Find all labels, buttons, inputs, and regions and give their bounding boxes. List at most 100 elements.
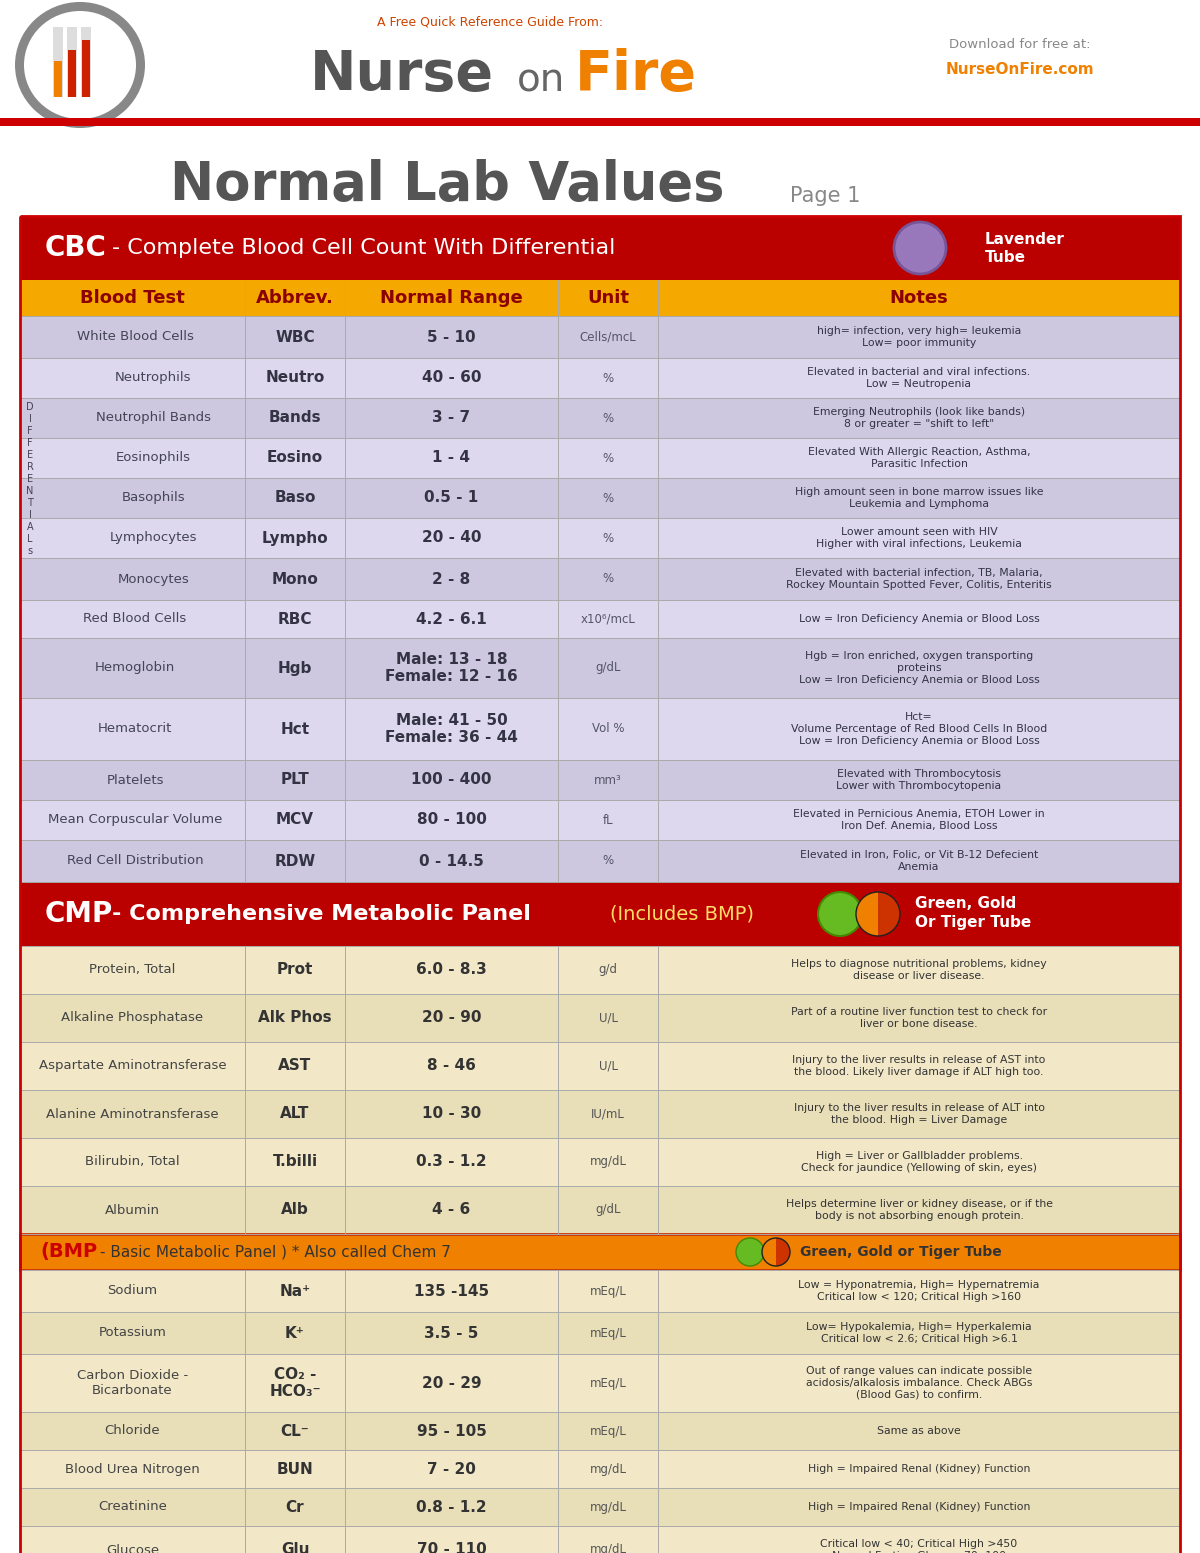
Text: Normal Lab Values: Normal Lab Values <box>170 158 725 211</box>
Bar <box>20 1090 1180 1138</box>
Text: Bands: Bands <box>269 410 322 426</box>
Text: Hemoglobin: Hemoglobin <box>95 662 175 674</box>
Text: %: % <box>602 452 613 464</box>
Bar <box>20 280 1180 315</box>
Text: 4 - 6: 4 - 6 <box>432 1202 470 1218</box>
Text: Hgb = Iron enriched, oxygen transporting
proteins
Low = Iron Deficiency Anemia o: Hgb = Iron enriched, oxygen transporting… <box>799 651 1039 685</box>
Text: 4.2 - 6.1: 4.2 - 6.1 <box>416 612 487 626</box>
Text: mEq/L: mEq/L <box>589 1376 626 1390</box>
Text: Alk Phos: Alk Phos <box>258 1011 332 1025</box>
Text: 5 - 10: 5 - 10 <box>427 329 476 345</box>
Text: Basophils: Basophils <box>121 491 185 505</box>
Text: Baso: Baso <box>275 491 316 505</box>
Text: D
I
F
F
E
R
E
N
T
I
A
L
s: D I F F E R E N T I A L s <box>26 402 34 556</box>
Bar <box>20 216 1180 280</box>
Text: Mono: Mono <box>271 572 318 587</box>
Text: 80 - 100: 80 - 100 <box>416 812 486 828</box>
Text: %: % <box>602 412 613 424</box>
Text: AST: AST <box>278 1059 312 1073</box>
Text: 7 - 20: 7 - 20 <box>427 1461 476 1477</box>
Wedge shape <box>856 891 878 936</box>
Wedge shape <box>762 1238 776 1266</box>
Text: 70 - 110: 70 - 110 <box>416 1542 486 1553</box>
Text: High = Impaired Renal (Kidney) Function: High = Impaired Renal (Kidney) Function <box>808 1502 1030 1513</box>
Text: 3 - 7: 3 - 7 <box>432 410 470 426</box>
Text: MCV: MCV <box>276 812 314 828</box>
Text: - Complete Blood Cell Count With Differential: - Complete Blood Cell Count With Differe… <box>112 238 616 258</box>
Text: (BMP: (BMP <box>40 1242 97 1261</box>
Text: 10 - 30: 10 - 30 <box>422 1106 481 1121</box>
Text: Elevated in Iron, Folic, or Vit B-12 Defecient
Anemia: Elevated in Iron, Folic, or Vit B-12 Def… <box>800 849 1038 871</box>
Text: ALT: ALT <box>281 1106 310 1121</box>
Text: 20 - 29: 20 - 29 <box>421 1376 481 1390</box>
Bar <box>20 558 1180 599</box>
Text: Helps determine liver or kidney disease, or if the
body is not absorbing enough : Helps determine liver or kidney disease,… <box>786 1199 1052 1221</box>
Text: Page 1: Page 1 <box>790 186 860 207</box>
Text: U/L: U/L <box>599 1011 618 1025</box>
Text: Red Cell Distribution: Red Cell Distribution <box>67 854 203 868</box>
Text: Green, Gold: Green, Gold <box>916 896 1016 910</box>
Text: Albumin: Albumin <box>106 1204 160 1216</box>
Text: CMP: CMP <box>46 901 113 929</box>
Text: K⁺: K⁺ <box>286 1326 305 1340</box>
Text: Cr: Cr <box>286 1500 305 1514</box>
Text: Same as above: Same as above <box>877 1426 961 1437</box>
Circle shape <box>894 222 946 273</box>
Text: Elevated with Thrombocytosis
Lower with Thrombocytopenia: Elevated with Thrombocytosis Lower with … <box>836 769 1002 790</box>
Bar <box>82 26 91 96</box>
Text: Creatinine: Creatinine <box>98 1500 167 1514</box>
Bar <box>20 1186 1180 1235</box>
Bar <box>20 438 1180 478</box>
Text: Neutro: Neutro <box>265 371 325 385</box>
Text: %: % <box>602 491 613 505</box>
Text: Or Tiger Tube: Or Tiger Tube <box>916 916 1031 930</box>
Wedge shape <box>878 891 900 936</box>
Text: Elevated with bacterial infection, TB, Malaria,
Rockey Mountain Spotted Fever, C: Elevated with bacterial infection, TB, M… <box>786 568 1052 590</box>
Text: g/dL: g/dL <box>595 662 620 674</box>
Text: Elevated in Pernicious Anemia, ETOH Lower in
Iron Def. Anemia, Blood Loss: Elevated in Pernicious Anemia, ETOH Lowe… <box>793 809 1045 831</box>
Text: Helps to diagnose nutritional problems, kidney
disease or liver disease.: Helps to diagnose nutritional problems, … <box>791 960 1046 981</box>
Text: Chloride: Chloride <box>104 1424 161 1438</box>
Text: RDW: RDW <box>275 854 316 868</box>
Bar <box>20 315 1180 359</box>
Text: Carbon Dioxide -
Bicarbonate: Carbon Dioxide - Bicarbonate <box>77 1370 188 1398</box>
Text: 135 -145: 135 -145 <box>414 1283 490 1298</box>
Text: mg/dL: mg/dL <box>589 1544 626 1553</box>
Text: 0.5 - 1: 0.5 - 1 <box>425 491 479 505</box>
Bar <box>20 638 1180 697</box>
Bar <box>20 519 1180 558</box>
Text: Fire: Fire <box>575 48 697 102</box>
Bar <box>20 599 1180 638</box>
Text: Abbrev.: Abbrev. <box>256 289 334 307</box>
Bar <box>20 994 1180 1042</box>
Text: Hematocrit: Hematocrit <box>98 722 172 736</box>
Bar <box>20 1451 1180 1488</box>
Bar <box>20 840 1180 882</box>
Wedge shape <box>776 1238 790 1266</box>
Text: g/dL: g/dL <box>595 1204 620 1216</box>
Text: PLT: PLT <box>281 772 310 787</box>
Text: Potassium: Potassium <box>98 1326 167 1340</box>
Text: mEq/L: mEq/L <box>589 1326 626 1340</box>
Text: Hct=
Volume Percentage of Red Blood Cells In Blood
Low = Iron Deficiency Anemia : Hct= Volume Percentage of Red Blood Cell… <box>791 713 1048 745</box>
Text: %: % <box>602 531 613 545</box>
Circle shape <box>736 1238 764 1266</box>
Text: %: % <box>602 573 613 585</box>
Bar <box>20 1354 1180 1412</box>
Text: Low= Hypokalemia, High= Hyperkalemia
Critical low < 2.6; Critical High >6.1: Low= Hypokalemia, High= Hyperkalemia Cri… <box>806 1322 1032 1343</box>
Bar <box>68 50 76 96</box>
Text: Cells/mcL: Cells/mcL <box>580 331 636 343</box>
Text: 6.0 - 8.3: 6.0 - 8.3 <box>416 963 487 977</box>
Bar <box>20 1312 1180 1354</box>
Text: Lavender: Lavender <box>985 233 1064 247</box>
Text: Lympho: Lympho <box>262 531 329 545</box>
Text: BUN: BUN <box>277 1461 313 1477</box>
Bar <box>20 1527 1180 1553</box>
Text: 20 - 90: 20 - 90 <box>421 1011 481 1025</box>
Text: mm³: mm³ <box>594 773 622 786</box>
Text: High = Liver or Gallbladder problems.
Check for jaundice (Yellowing of skin, eye: High = Liver or Gallbladder problems. Ch… <box>802 1151 1037 1173</box>
Bar <box>0 0 1200 130</box>
Text: mg/dL: mg/dL <box>589 1500 626 1514</box>
Bar <box>20 1270 1180 1312</box>
Bar <box>20 946 1180 994</box>
